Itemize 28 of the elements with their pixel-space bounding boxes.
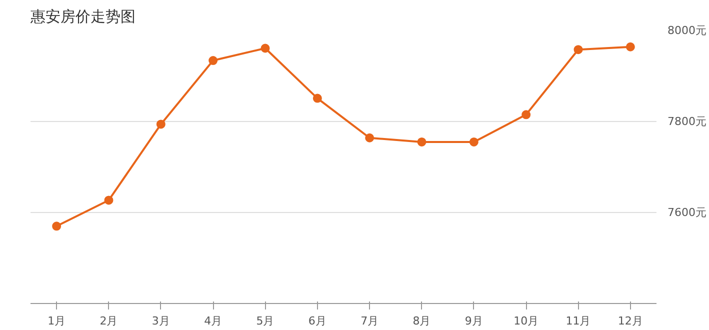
y-tick-label: 7600元 (668, 206, 706, 219)
point (469, 137, 478, 146)
point (156, 120, 166, 129)
point (208, 56, 218, 66)
point (365, 133, 374, 142)
point (52, 222, 62, 231)
x-tick-label: 10月 (514, 314, 539, 328)
point (312, 94, 322, 103)
chart-title: 惠安房价走势图 (30, 8, 136, 26)
x-tick-label: 9月 (464, 314, 483, 328)
x-tick-label: 5月 (256, 314, 274, 328)
x-tick-label: 3月 (152, 314, 170, 328)
x-tick-label: 4月 (204, 314, 222, 328)
x-tick-label: 8月 (412, 314, 431, 328)
point (626, 42, 635, 52)
point (522, 110, 531, 120)
x-tick-label: 1月 (48, 314, 66, 328)
x-tick-label: 11月 (566, 314, 591, 328)
point (104, 196, 114, 205)
point (260, 44, 270, 53)
point (417, 137, 426, 146)
x-tick-label: 12月 (618, 314, 643, 328)
x-tick-label: 6月 (308, 314, 326, 328)
y-tick-label: 8000元 (668, 24, 706, 37)
x-tick-label: 7月 (360, 314, 379, 328)
y-tick-label: 7800元 (668, 115, 706, 128)
x-tick-label: 2月 (100, 314, 118, 328)
point (574, 45, 583, 54)
